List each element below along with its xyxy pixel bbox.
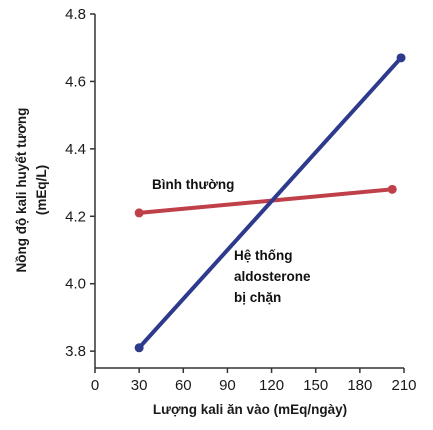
- y-tick-label: 4.8: [65, 6, 86, 23]
- series-0-point: [387, 184, 397, 194]
- series-1-point: [396, 53, 406, 63]
- x-tick-label: 60: [175, 377, 192, 394]
- y-axis-label-line2: (mEq/L): [34, 165, 49, 215]
- axes: [94, 14, 404, 369]
- x-tick-label: 150: [303, 377, 328, 394]
- y-tick-label: 3.8: [65, 343, 86, 360]
- x-axis-label: Lượng kali ăn vào (mEq/ngày): [153, 402, 347, 417]
- x-tick-label: 120: [259, 377, 284, 394]
- y-tick-label: 4.0: [65, 276, 86, 293]
- y-axis-label-line1: Nồng độ kali huyết tương: [14, 108, 29, 273]
- x-tick-label: 90: [219, 377, 236, 394]
- series-1-point: [134, 343, 144, 353]
- series-0-point: [134, 208, 144, 218]
- annotation-blocked-line2: aldosterone: [234, 269, 311, 284]
- annotation-blocked-line3: bị chặn: [234, 290, 281, 305]
- y-tick-label: 4.6: [65, 73, 86, 90]
- x-tick-label: 30: [131, 377, 148, 394]
- series-line-1: [137, 55, 404, 350]
- annotation-normal: Bình thường: [152, 177, 234, 192]
- x-tick-label: 210: [391, 377, 416, 394]
- annotation-blocked-line1: Hệ thống: [234, 248, 293, 263]
- ticks: 0 30 60 90 120 150 180 210 3.8 4.0 4.2 4.4 4.6 4.8: [65, 6, 416, 394]
- series: [134, 53, 406, 353]
- y-tick-label: 4.2: [65, 208, 86, 225]
- x-tick-label: 0: [91, 377, 99, 394]
- series-line-0: [137, 187, 395, 215]
- x-tick-label: 180: [347, 377, 372, 394]
- y-tick-label: 4.4: [65, 141, 86, 158]
